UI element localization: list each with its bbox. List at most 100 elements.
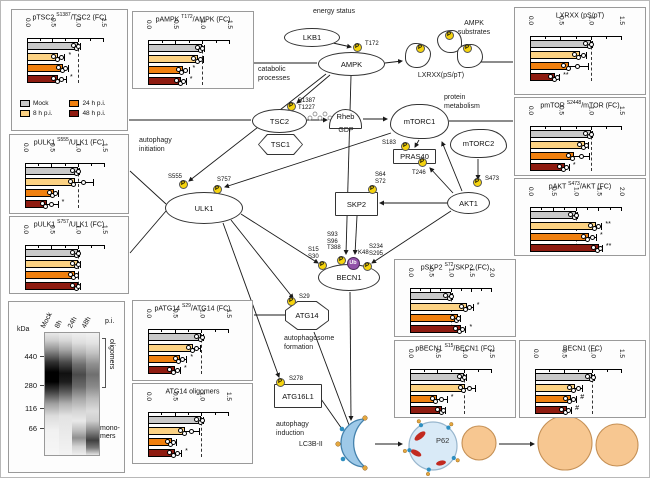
legend-item-0: Mock <box>20 100 67 107</box>
axis-tick-label: 0.0 <box>532 349 539 359</box>
axis-tick <box>77 163 79 167</box>
gdp-bead <box>317 115 323 121</box>
significance-marker: * <box>190 354 194 361</box>
node-label: AKT1 <box>459 198 478 208</box>
data-point <box>70 261 76 266</box>
axis-minor-tick <box>460 288 462 291</box>
axis-tick-label: 2.0 <box>618 187 625 197</box>
axis-tick <box>430 288 432 292</box>
data-point <box>167 450 173 455</box>
data-point <box>578 154 584 159</box>
data-point <box>462 375 468 380</box>
data-point <box>80 180 86 185</box>
data-point <box>580 53 586 58</box>
axis-tick <box>560 126 562 130</box>
axis-tick <box>464 369 465 373</box>
chart-title: pBECN1 S15/BECN1 (FC) <box>415 343 495 353</box>
reference-line <box>590 126 592 171</box>
data-point <box>62 66 68 71</box>
axis-tick-label: 0.5 <box>49 18 57 28</box>
site-label-k48: K48 <box>358 250 369 256</box>
data-point <box>75 169 81 174</box>
data-point <box>595 224 601 229</box>
error-cap <box>64 54 66 61</box>
legend-swatch <box>20 100 30 107</box>
text-ampk-substrates: AMPK substrates <box>457 20 491 36</box>
axis-minor-tick <box>605 36 607 39</box>
kda-marker-280: 280 <box>24 381 37 390</box>
data-point <box>70 43 76 48</box>
axis-tick <box>51 245 53 249</box>
data-point <box>597 246 603 251</box>
error-cap <box>199 345 201 352</box>
data-point <box>461 388 467 393</box>
edge-atg14-to-phagophore <box>313 331 350 426</box>
error-cap <box>589 153 591 160</box>
oligomers-label: oligomers <box>108 339 115 370</box>
data-point <box>174 78 180 83</box>
reference-line <box>592 369 594 414</box>
edge-akt1-to-mtorc1 <box>441 141 463 192</box>
data-point <box>76 262 82 267</box>
kda-marker-66: 66 <box>28 424 37 433</box>
chart-title: pmTOR S2448/mTOR (FC) <box>540 100 620 110</box>
axis-tick-label: 1.0 <box>199 20 206 30</box>
data-point <box>49 202 55 207</box>
axis-tick-label: 0.5 <box>560 349 568 359</box>
phospho-site-s15-s30: P <box>317 260 327 270</box>
edge-skp2-to-becn1-ub <box>352 215 358 255</box>
lane-label-24h: 24h <box>66 315 79 330</box>
node-tsc1: TSC1 <box>258 134 303 155</box>
axis-tick <box>410 288 411 292</box>
phospho-site-t246: P <box>417 157 427 167</box>
axis-tick-label: 1.0 <box>587 16 595 26</box>
data-point <box>70 283 76 288</box>
chart-title: pAKT S473/AKT (FC) <box>548 181 612 191</box>
chart-panel-pakt: pAKT S473/AKT (FC) 0.0 0.5 1.0 1.5 2.0 ** * ** <box>514 178 646 256</box>
site-label-s278: S278 <box>289 376 304 382</box>
axis-minor-tick <box>90 245 92 248</box>
data-point <box>589 235 595 240</box>
significance-marker: # <box>580 394 585 401</box>
bar-8hpi <box>410 303 467 311</box>
western-blot-panel: kDa 440 280 116 66 Mock 8h 24h 48h p.i. oligomers m… <box>8 301 125 473</box>
data-point <box>70 250 76 255</box>
error-cap <box>188 67 190 74</box>
legend-swatch <box>69 110 80 117</box>
axis-minor-tick <box>420 288 422 291</box>
data-point <box>175 67 181 72</box>
autophagosome: P62 <box>402 419 460 477</box>
axis-tick <box>148 329 149 333</box>
axis-minor-tick <box>64 245 66 248</box>
data-point <box>466 386 472 391</box>
node-label: SKP2 <box>346 199 367 209</box>
axis-tick <box>148 40 149 44</box>
axis-tick <box>52 38 54 42</box>
chart-title: pATG14 S29/ATG14 (FC) <box>154 303 231 313</box>
data-point <box>194 45 200 50</box>
significance-marker: * <box>70 74 73 81</box>
kda-tick <box>40 428 44 429</box>
data-point <box>167 367 173 372</box>
axis-tick <box>450 288 452 292</box>
node-label: mTORC2 <box>462 139 495 148</box>
error-cap <box>595 234 597 241</box>
data-point <box>591 245 597 250</box>
phospho-site-s555: P <box>178 179 188 189</box>
phospho-site-t172: P <box>352 42 362 52</box>
data-point <box>584 374 590 379</box>
legend-swatch <box>69 100 80 107</box>
kda-marker-440: 440 <box>24 352 37 361</box>
phospho-site-s278: P <box>275 377 285 387</box>
data-point <box>588 132 594 137</box>
axis-tick-label: 1.0 <box>447 268 455 278</box>
axis-minor-tick <box>90 163 92 166</box>
axis-tick-label: 1.5 <box>618 16 625 26</box>
chart-title: pTSC2 S1387/TSC2 (FC) <box>32 12 107 22</box>
phospho-site-s29: P <box>286 296 296 306</box>
data-point <box>435 407 441 412</box>
data-point <box>172 356 178 361</box>
node-label: TSC1 <box>270 140 291 149</box>
axis-minor-tick <box>480 288 482 291</box>
